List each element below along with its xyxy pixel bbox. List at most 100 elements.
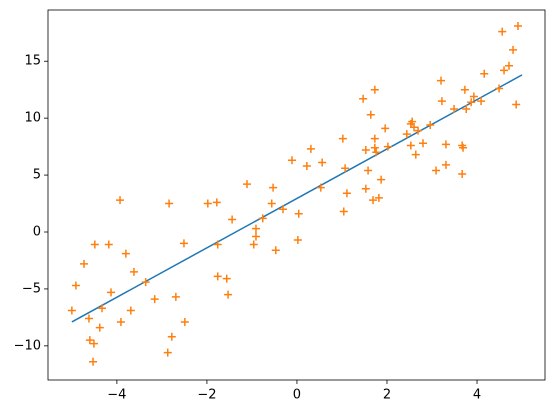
y-tick-label: −5 [22,281,41,296]
y-tick-label: 0 [33,225,41,240]
point [80,259,89,268]
point [458,169,467,178]
point [498,27,507,36]
point [302,161,311,170]
point [509,45,518,54]
x-tick-label: 2 [383,388,391,403]
point [90,240,99,249]
point [513,21,522,30]
point [383,142,392,151]
point [495,84,504,93]
point [342,189,351,198]
point [141,278,150,287]
x-tick-label: 0 [293,388,301,403]
point [419,139,428,148]
point [374,193,383,202]
axes-frame [47,9,546,381]
point [67,306,76,315]
x-tick-label: 4 [473,388,481,403]
point [116,196,125,205]
y-tick-label: 15 [24,54,41,69]
point [361,146,370,155]
point [249,240,258,249]
point [366,110,375,119]
point [167,332,176,341]
point [228,215,237,224]
y-tick-label: 10 [24,111,41,126]
point [89,339,98,348]
point [460,85,469,94]
point [126,306,135,315]
point [381,124,390,133]
point [89,357,98,366]
point [426,120,435,129]
point [370,143,379,152]
point [294,209,303,218]
point [377,175,386,184]
point [372,148,381,157]
point [258,214,267,223]
point [104,240,113,249]
point [179,239,188,248]
point [339,207,348,216]
point [408,117,417,126]
y-tick-label: −10 [14,338,41,353]
point [450,105,459,114]
point [85,336,94,345]
point [129,267,138,276]
point [95,323,104,332]
point [107,288,116,297]
point [411,150,420,159]
point [171,292,180,301]
point [369,196,378,205]
point [469,92,478,101]
point [432,166,441,175]
point [287,156,296,165]
point [359,94,368,103]
point [121,249,130,258]
point [477,97,486,106]
point [180,317,189,326]
point [165,199,174,208]
point [441,140,450,149]
point [293,235,302,244]
point [441,160,450,169]
point [203,199,212,208]
point [361,184,370,193]
point [267,199,276,208]
point [271,246,280,255]
point [242,180,251,189]
point [406,141,415,150]
point [98,304,107,313]
point [251,224,260,233]
point [409,123,418,132]
point [459,143,468,152]
y-tick-label: 5 [33,168,41,183]
point [222,274,231,283]
point [84,314,93,323]
point [341,164,350,173]
point [462,105,471,114]
point [316,183,325,192]
point [467,98,476,107]
point [116,317,125,326]
point [500,66,509,75]
point [213,272,222,281]
point [269,183,278,192]
point [278,205,287,214]
point [212,198,221,207]
x-tick-label: −4 [107,388,126,403]
point [318,158,327,167]
point [213,240,222,249]
point [480,69,489,78]
point [306,144,315,153]
point [402,130,411,139]
point [437,76,446,85]
point [338,134,347,143]
point [504,61,513,70]
point [512,100,521,109]
x-tick-label: −2 [197,388,216,403]
point [370,85,379,94]
